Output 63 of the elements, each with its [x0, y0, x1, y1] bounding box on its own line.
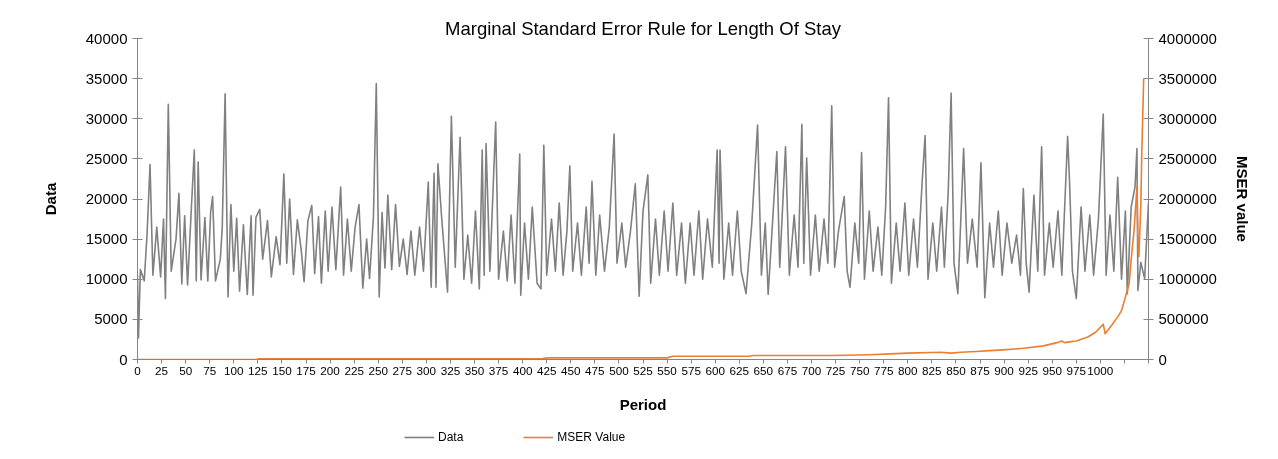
x-tick-label: 525	[633, 363, 654, 377]
legend-label: MSER Value	[557, 430, 626, 444]
y-tick-label: 10000	[85, 270, 128, 288]
x-tick-label: 825	[922, 363, 943, 377]
chart-title: Marginal Standard Error Rule for Length Of Stay	[445, 17, 842, 39]
y-tick-label: 20000	[85, 190, 128, 207]
x-tick-label: 925	[1018, 363, 1039, 377]
x-tick-label: 400	[512, 363, 533, 377]
x-tick-label: 150	[272, 363, 293, 377]
legend-label: Data	[438, 430, 464, 444]
x-tick-label: 975	[1066, 363, 1087, 377]
y2-tick-label: 1000000	[1158, 270, 1217, 288]
x-tick-label: 625	[729, 363, 750, 377]
y2-tick-label: 2000000	[1158, 190, 1217, 207]
y-tick-label: 30000	[85, 109, 128, 127]
y-tick-label: 35000	[85, 69, 128, 87]
x-tick-label: 875	[970, 363, 991, 377]
x-tick-label: 225	[344, 363, 365, 377]
y-axis-title: Data	[41, 182, 59, 216]
y-tick-label: 40000	[85, 29, 128, 47]
x-tick-label: 250	[368, 363, 389, 377]
x-tick-label: 900	[994, 363, 1015, 377]
x-tick-label: 850	[946, 363, 967, 377]
x-axis-title: Period	[619, 395, 667, 413]
x-tick-label: 275	[392, 363, 413, 377]
x-tick-label: 950	[1042, 363, 1063, 377]
y-tick-label: 5000	[94, 310, 128, 328]
x-tick-label: 300	[416, 363, 437, 377]
y2-tick-label: 3500000	[1158, 69, 1217, 87]
y2-tick-label: 2500000	[1158, 149, 1217, 167]
x-tick-label: 75	[203, 363, 217, 377]
y2-tick-label: 4000000	[1158, 29, 1217, 47]
x-tick-label: 50	[179, 363, 193, 377]
x-tick-label: 700	[801, 363, 822, 377]
x-tick-label: 175	[296, 363, 317, 377]
y2-tick-label: 3000000	[1158, 109, 1217, 127]
x-tick-label: 375	[488, 363, 509, 377]
x-tick-label: 475	[585, 363, 606, 377]
x-tick-label: 725	[825, 363, 846, 377]
x-tick-label: 450	[561, 363, 582, 377]
x-tick-label: 575	[681, 363, 702, 377]
x-tick-label: 1000	[1087, 363, 1114, 377]
x-tick-label: 775	[873, 363, 894, 377]
x-tick-label: 25	[155, 363, 169, 377]
x-tick-label: 600	[705, 363, 726, 377]
x-tick-label: 350	[464, 363, 485, 377]
y2-axis-title: MSER value	[1233, 156, 1251, 242]
x-tick-label: 325	[440, 363, 461, 377]
x-tick-label: 675	[777, 363, 798, 377]
x-tick-label: 550	[657, 363, 678, 377]
x-tick-label: 0	[134, 363, 142, 377]
x-tick-label: 200	[320, 363, 341, 377]
x-tick-label: 500	[609, 363, 630, 377]
x-tick-label: 650	[753, 363, 774, 377]
x-tick-label: 800	[898, 363, 919, 377]
x-tick-label: 100	[224, 363, 245, 377]
x-tick-label: 125	[248, 363, 269, 377]
x-tick-label: 750	[849, 363, 870, 377]
y-tick-label: 15000	[85, 230, 128, 248]
y-tick-label: 25000	[85, 149, 128, 167]
y2-tick-label: 1500000	[1158, 230, 1217, 248]
y2-tick-label: 500000	[1158, 310, 1209, 328]
x-tick-label: 425	[536, 363, 557, 377]
